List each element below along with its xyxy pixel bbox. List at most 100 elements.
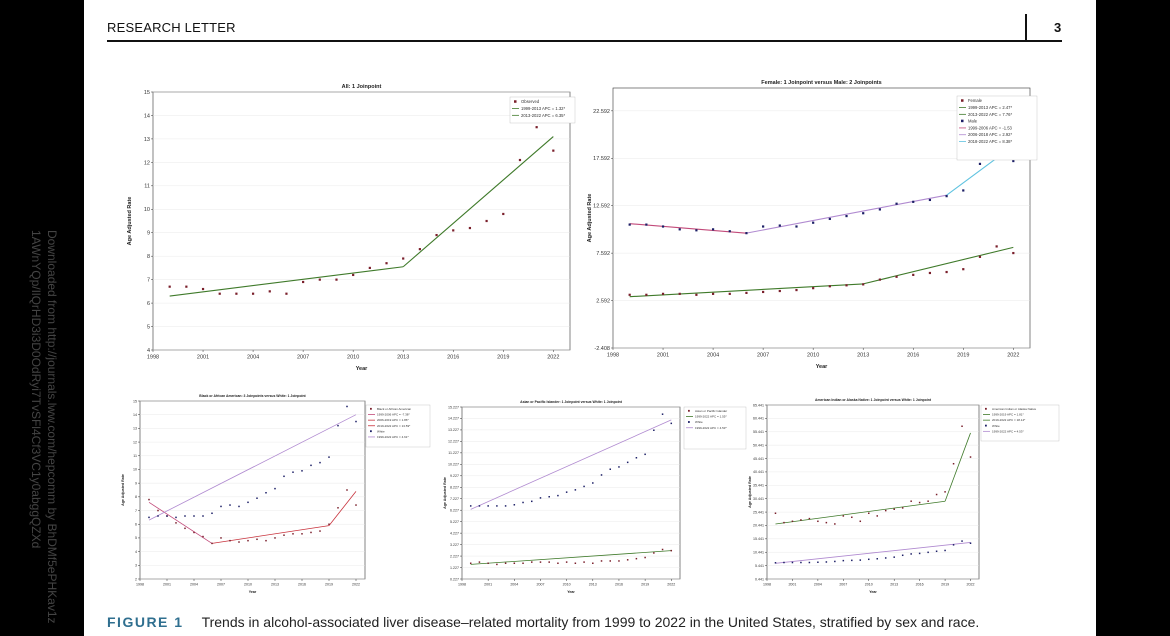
data-point [878,278,881,281]
data-point [626,559,629,561]
watermark-line-2: 1AWnYQp/IlQrHD3i3D0OdRyi7TvSFl4Cf3VC1y0a… [29,230,43,549]
y-tick-label: 14 [144,113,150,119]
data-point [496,505,498,507]
y-tick-label: 0.441 [755,577,764,581]
x-axis-label: Year [356,366,368,372]
data-point [791,520,794,523]
data-point [435,233,438,237]
legend-label: 1999-2022 APC = 4.53* [992,429,1024,433]
x-tick-label: 2007 [536,583,544,587]
legend-label: White [695,420,703,424]
fit-segment [629,283,864,298]
data-point [402,257,405,260]
y-tick-label: 10.441 [753,550,764,554]
data-point [817,520,819,523]
fit-segment [211,525,330,544]
data-point [385,262,388,265]
data-point [148,516,150,519]
chart-title: Female: 1 Joinpoint versus Male: 2 Joinp… [761,80,881,86]
y-tick-label: 50.441 [753,443,764,447]
x-tick-label: 2004 [707,353,719,359]
data-point [418,248,421,251]
legend-label: 1999-2022 APC = 1.55* [695,415,727,419]
data-point [800,561,802,564]
data-point [283,534,285,536]
data-point [328,456,330,458]
data-point [884,557,887,559]
x-tick-label: 1998 [147,355,159,361]
data-point [522,562,524,565]
legend-label: 2006-2019 APC = 1.86* [377,418,409,422]
data-point [1012,159,1015,163]
x-tick-label: 2004 [814,583,822,587]
data-point [851,516,853,519]
y-tick-label: 25.441 [753,510,764,514]
data-point [783,561,785,564]
data-point [352,273,355,277]
y-tick-label: 9 [147,231,150,237]
legend-label: 2006-2018 APC = 2.92* [968,132,1012,137]
legend-marker [514,100,517,103]
data-point [157,509,159,512]
data-point [539,561,542,563]
data-point [778,289,781,293]
data-point [644,556,646,559]
y-axis-label: Age Adjusted Rate [127,197,133,246]
chart-title: American Indian or Alaska Native: 1 Join… [815,398,932,402]
y-tick-label: 10.227 [448,463,459,467]
data-point [859,520,862,523]
data-point [609,560,611,562]
y-axis-label: Age Adjusted Rate [121,474,125,506]
legend-box [980,404,1060,442]
legend-label: 2019-2022 APC = 18.14* [992,418,1026,422]
data-point [791,561,794,564]
data-point [927,551,929,554]
x-tick-label: 2019 [497,355,509,361]
y-tick-label: 6 [135,522,137,526]
y-tick-label: 9 [135,481,137,485]
legend-label: American Indian or Alaska Native [992,407,1037,411]
x-tick-label: 2013 [397,355,409,361]
data-point [945,195,948,198]
data-point [670,549,673,552]
data-point [774,562,777,564]
data-point [661,413,664,415]
data-point [842,559,845,562]
x-tick-label: 2013 [271,583,279,587]
data-point [355,504,357,506]
data-point [193,531,195,534]
legend-box [956,95,1038,161]
x-tick-label: 2022 [1007,353,1019,359]
data-point [661,548,664,551]
x-tick-label: 2016 [907,353,919,359]
data-point [469,562,472,565]
legend-label: Male [968,119,978,124]
legend-label: 2013-2022 APC = 6.35* [521,113,565,118]
x-tick-label: 1998 [607,353,619,359]
data-point [884,509,887,512]
fit-segment [148,501,213,544]
data-point [202,515,204,517]
data-point [211,542,213,545]
y-tick-label: 15 [133,399,137,403]
data-point [535,126,538,129]
data-point [961,540,963,542]
data-point [335,278,338,281]
y-tick-label: 13 [133,427,137,431]
data-point [862,212,865,215]
data-point [800,519,802,521]
chart-female-vs-male: Female: 1 Joinpoint versus Male: 2 Joinp… [587,80,1038,370]
data-point [635,557,638,560]
x-tick-label: 2007 [297,355,309,361]
data-point [468,226,472,230]
x-tick-label: 2010 [347,355,359,361]
data-point [845,214,848,218]
data-point [452,229,455,232]
y-tick-label: 65.441 [753,403,764,407]
y-tick-label: 0.227 [450,577,459,581]
data-point [600,474,603,476]
x-tick-label: 2004 [247,355,259,361]
x-tick-label: 2022 [967,583,975,587]
data-point [1012,251,1015,255]
data-point [635,457,638,459]
